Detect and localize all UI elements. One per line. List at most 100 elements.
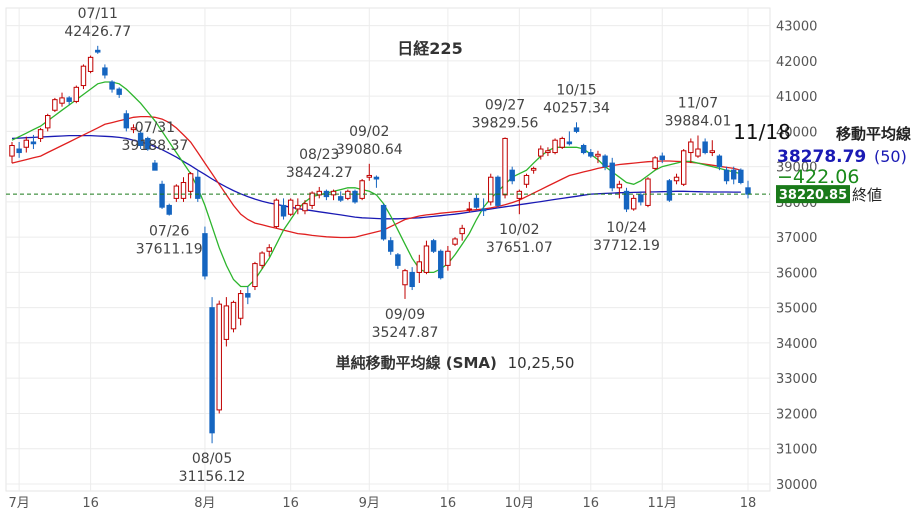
candle: [223, 297, 230, 347]
sma25-line: [11, 115, 742, 239]
annotation-high: 09/02 39080.64: [336, 124, 403, 158]
annotation-high: 07/11 42426.77: [64, 6, 131, 40]
candle-body: [480, 208, 487, 212]
candle: [530, 166, 537, 174]
candle: [545, 147, 551, 157]
candle: [30, 134, 37, 150]
annotation-value: 37611.19: [136, 242, 203, 258]
last-value-suffix: 終値: [852, 186, 882, 204]
candle-body: [666, 180, 673, 201]
candle-body: [280, 204, 287, 217]
candle: [152, 160, 158, 171]
candle-body: [588, 152, 594, 157]
annotation-high: 09/27 39829.56: [472, 97, 539, 131]
candle-body: [145, 137, 151, 150]
candle: [438, 249, 444, 280]
candle-body: [730, 169, 737, 180]
candle-body: [80, 65, 87, 87]
candle: [330, 189, 337, 201]
y-tick-label: 37000: [776, 231, 817, 246]
candle-body: [187, 173, 194, 192]
candle-body: [152, 162, 158, 171]
candle-body: [459, 227, 465, 235]
candle: [173, 184, 180, 202]
annotation-date: 10/24: [606, 220, 646, 236]
candle: [80, 64, 87, 90]
candle-body: [37, 129, 44, 139]
candle-body: [423, 245, 430, 273]
candle: [452, 237, 458, 246]
y-tick-label: 43000: [776, 20, 817, 35]
candle: [616, 180, 623, 199]
candle: [23, 136, 30, 153]
high-low-annotations: 07/1142426.7707/3139188.3707/2637611.190…: [64, 6, 731, 485]
candle: [87, 55, 94, 74]
candle: [738, 168, 744, 185]
candle: [695, 135, 701, 158]
x-tick-label: 9月: [359, 496, 380, 511]
candle-body: [23, 139, 30, 148]
candle: [216, 300, 222, 414]
candle-body: [216, 303, 222, 411]
candle: [559, 136, 565, 150]
candle: [723, 166, 730, 185]
candle: [680, 149, 687, 187]
candle-body: [509, 169, 515, 182]
candle: [337, 191, 344, 202]
candle-body: [645, 178, 651, 206]
candle: [488, 173, 494, 206]
annotation-low: 07/26 37611.19: [136, 224, 203, 258]
candle-body: [488, 176, 494, 203]
candle-body: [102, 67, 108, 76]
candle: [395, 253, 401, 269]
candle-body: [538, 148, 544, 157]
candle-body: [366, 174, 372, 178]
candle-body: [552, 139, 558, 154]
candle-body: [638, 194, 644, 203]
annotation-date: 09/27: [485, 97, 525, 113]
x-tick-label: 16: [282, 496, 299, 511]
candle: [123, 110, 130, 132]
candle-body: [9, 144, 15, 157]
y-tick-label: 33000: [776, 372, 817, 387]
candle-body: [616, 183, 623, 189]
candle: [245, 286, 251, 305]
candle: [180, 177, 187, 202]
y-tick-label: 34000: [776, 337, 817, 352]
candle-body: [445, 250, 451, 266]
sma-panel-title: 移動平均線: [836, 125, 911, 143]
annotation-date: 10/02: [499, 222, 539, 238]
candle-body: [502, 137, 508, 196]
candle-body: [623, 190, 630, 210]
candle-body: [209, 307, 215, 434]
candle-body: [259, 252, 265, 266]
candle: [316, 186, 322, 199]
candle-body: [566, 141, 573, 145]
annotation-high: 08/23 38424.27: [286, 147, 353, 181]
candle: [430, 238, 437, 254]
candle: [195, 170, 201, 202]
candle-body: [116, 88, 122, 95]
candle-body: [573, 127, 580, 132]
candle-body: [173, 185, 180, 199]
candle: [280, 198, 287, 220]
chart-title: 日経225: [397, 39, 462, 58]
annotation-date: 08/05: [192, 451, 232, 467]
candle: [102, 64, 108, 79]
candle-body: [266, 247, 272, 252]
candle: [59, 92, 65, 107]
candle: [666, 178, 673, 202]
candle: [259, 251, 265, 269]
candle-body: [359, 180, 365, 199]
y-tick-label: 40000: [776, 125, 817, 140]
sma10-line: [11, 81, 742, 288]
candle-body: [66, 97, 72, 102]
annotation-high: 10/15 40257.34: [543, 82, 610, 116]
candle: [309, 191, 315, 209]
candle: [509, 166, 515, 185]
candle-body: [59, 97, 65, 104]
annotation-date: 11/07: [678, 95, 718, 111]
annotation-date: 08/23: [299, 147, 339, 163]
x-tick-label: 16: [82, 496, 99, 511]
candle: [602, 154, 608, 171]
